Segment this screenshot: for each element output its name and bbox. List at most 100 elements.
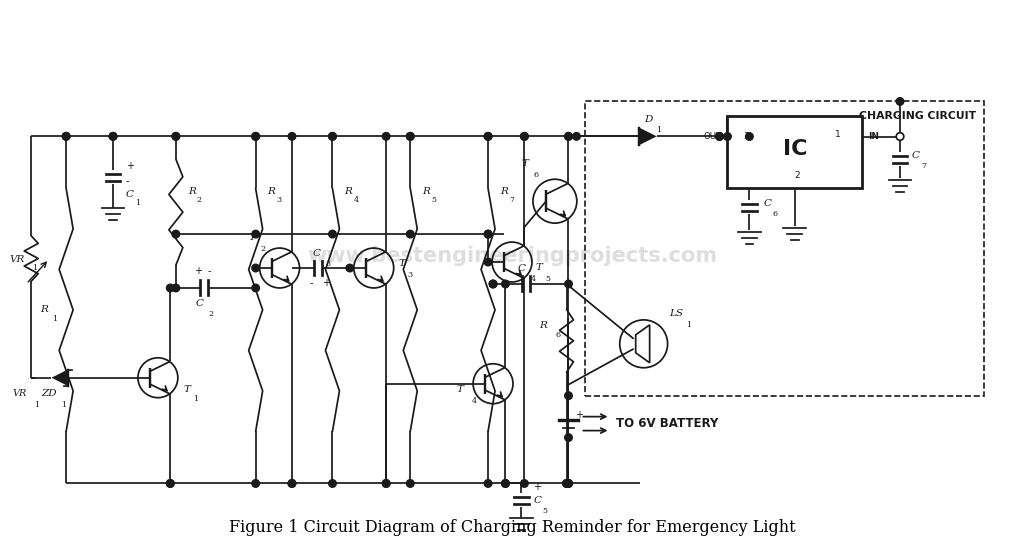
Text: IN: IN	[868, 132, 879, 141]
Text: D: D	[644, 115, 652, 124]
Circle shape	[716, 133, 723, 140]
Circle shape	[484, 258, 492, 266]
Text: 7: 7	[509, 196, 514, 204]
Text: 3: 3	[276, 196, 282, 204]
Text: OUT: OUT	[703, 132, 722, 141]
Text: LS: LS	[670, 309, 684, 318]
Circle shape	[346, 264, 353, 272]
Text: 2: 2	[209, 310, 214, 318]
Circle shape	[252, 133, 259, 140]
Text: 2: 2	[197, 196, 202, 204]
Circle shape	[502, 480, 509, 487]
Circle shape	[564, 480, 572, 487]
Text: 1: 1	[685, 321, 690, 329]
Circle shape	[563, 480, 570, 487]
Text: C: C	[763, 199, 771, 208]
Circle shape	[407, 230, 414, 238]
Circle shape	[407, 133, 414, 140]
Circle shape	[172, 284, 179, 292]
Text: T: T	[457, 385, 463, 394]
Circle shape	[564, 280, 572, 288]
Circle shape	[896, 98, 904, 105]
Text: ZD: ZD	[41, 389, 57, 397]
Text: 4: 4	[530, 275, 536, 283]
Circle shape	[172, 133, 179, 140]
Text: 1: 1	[835, 130, 841, 139]
Circle shape	[329, 133, 336, 140]
Text: 2: 2	[261, 245, 266, 253]
Circle shape	[745, 133, 754, 140]
Text: 1: 1	[34, 401, 39, 408]
Polygon shape	[639, 128, 656, 145]
Text: VR: VR	[13, 389, 28, 397]
Circle shape	[407, 480, 414, 487]
Circle shape	[724, 133, 731, 140]
Text: C: C	[126, 189, 134, 199]
Text: -: -	[126, 176, 129, 186]
Text: C: C	[518, 264, 525, 273]
Text: 5: 5	[431, 196, 436, 204]
Circle shape	[110, 133, 117, 140]
Circle shape	[563, 480, 570, 487]
Circle shape	[252, 480, 259, 487]
Text: R: R	[500, 187, 508, 195]
Circle shape	[62, 133, 70, 140]
Text: TO 6V BATTERY: TO 6V BATTERY	[616, 417, 719, 430]
Circle shape	[564, 480, 572, 487]
Text: www.bestengineeringprojects.com: www.bestengineeringprojects.com	[307, 246, 717, 266]
Circle shape	[172, 133, 179, 140]
Text: R: R	[422, 187, 430, 195]
Text: 6: 6	[534, 171, 539, 179]
Circle shape	[382, 133, 390, 140]
Text: R: R	[344, 187, 352, 195]
Circle shape	[382, 480, 390, 487]
Circle shape	[62, 133, 70, 140]
Text: T: T	[184, 385, 190, 394]
Text: CHARGING CIRCUIT: CHARGING CIRCUIT	[859, 111, 976, 121]
Circle shape	[252, 230, 259, 238]
Circle shape	[489, 280, 497, 288]
Circle shape	[252, 284, 259, 292]
Circle shape	[564, 392, 572, 400]
Circle shape	[110, 133, 117, 140]
Text: IC: IC	[782, 139, 807, 159]
Text: T: T	[521, 159, 528, 168]
Circle shape	[520, 133, 528, 140]
Text: Figure 1 Circuit Diagram of Charging Reminder for Emergency Light: Figure 1 Circuit Diagram of Charging Rem…	[228, 519, 796, 536]
Circle shape	[502, 480, 509, 487]
Text: +: +	[194, 266, 202, 276]
Text: T: T	[248, 233, 255, 242]
Circle shape	[484, 230, 492, 238]
Circle shape	[484, 133, 492, 140]
Text: +: +	[534, 483, 542, 492]
Circle shape	[564, 434, 572, 441]
Circle shape	[329, 133, 336, 140]
Circle shape	[172, 230, 179, 238]
Polygon shape	[51, 370, 68, 386]
Text: -: -	[208, 266, 211, 276]
Circle shape	[484, 133, 492, 140]
Circle shape	[252, 264, 259, 272]
Circle shape	[288, 480, 296, 487]
Circle shape	[167, 480, 174, 487]
Text: R: R	[187, 187, 196, 195]
Circle shape	[484, 230, 492, 238]
Circle shape	[520, 480, 528, 487]
Text: 5: 5	[543, 507, 547, 515]
Text: C: C	[912, 151, 920, 161]
Circle shape	[564, 133, 572, 140]
Circle shape	[716, 133, 723, 140]
Text: +: +	[126, 161, 134, 171]
Text: 3: 3	[743, 132, 750, 141]
Circle shape	[382, 480, 390, 487]
Text: R: R	[539, 322, 547, 330]
Circle shape	[329, 230, 336, 238]
Circle shape	[572, 133, 581, 140]
Text: 1: 1	[32, 264, 37, 272]
Text: 4: 4	[472, 397, 477, 405]
Text: 4: 4	[353, 196, 358, 204]
Text: 1: 1	[193, 395, 198, 403]
Text: C: C	[313, 249, 321, 258]
Text: C: C	[534, 496, 542, 506]
Circle shape	[407, 133, 414, 140]
